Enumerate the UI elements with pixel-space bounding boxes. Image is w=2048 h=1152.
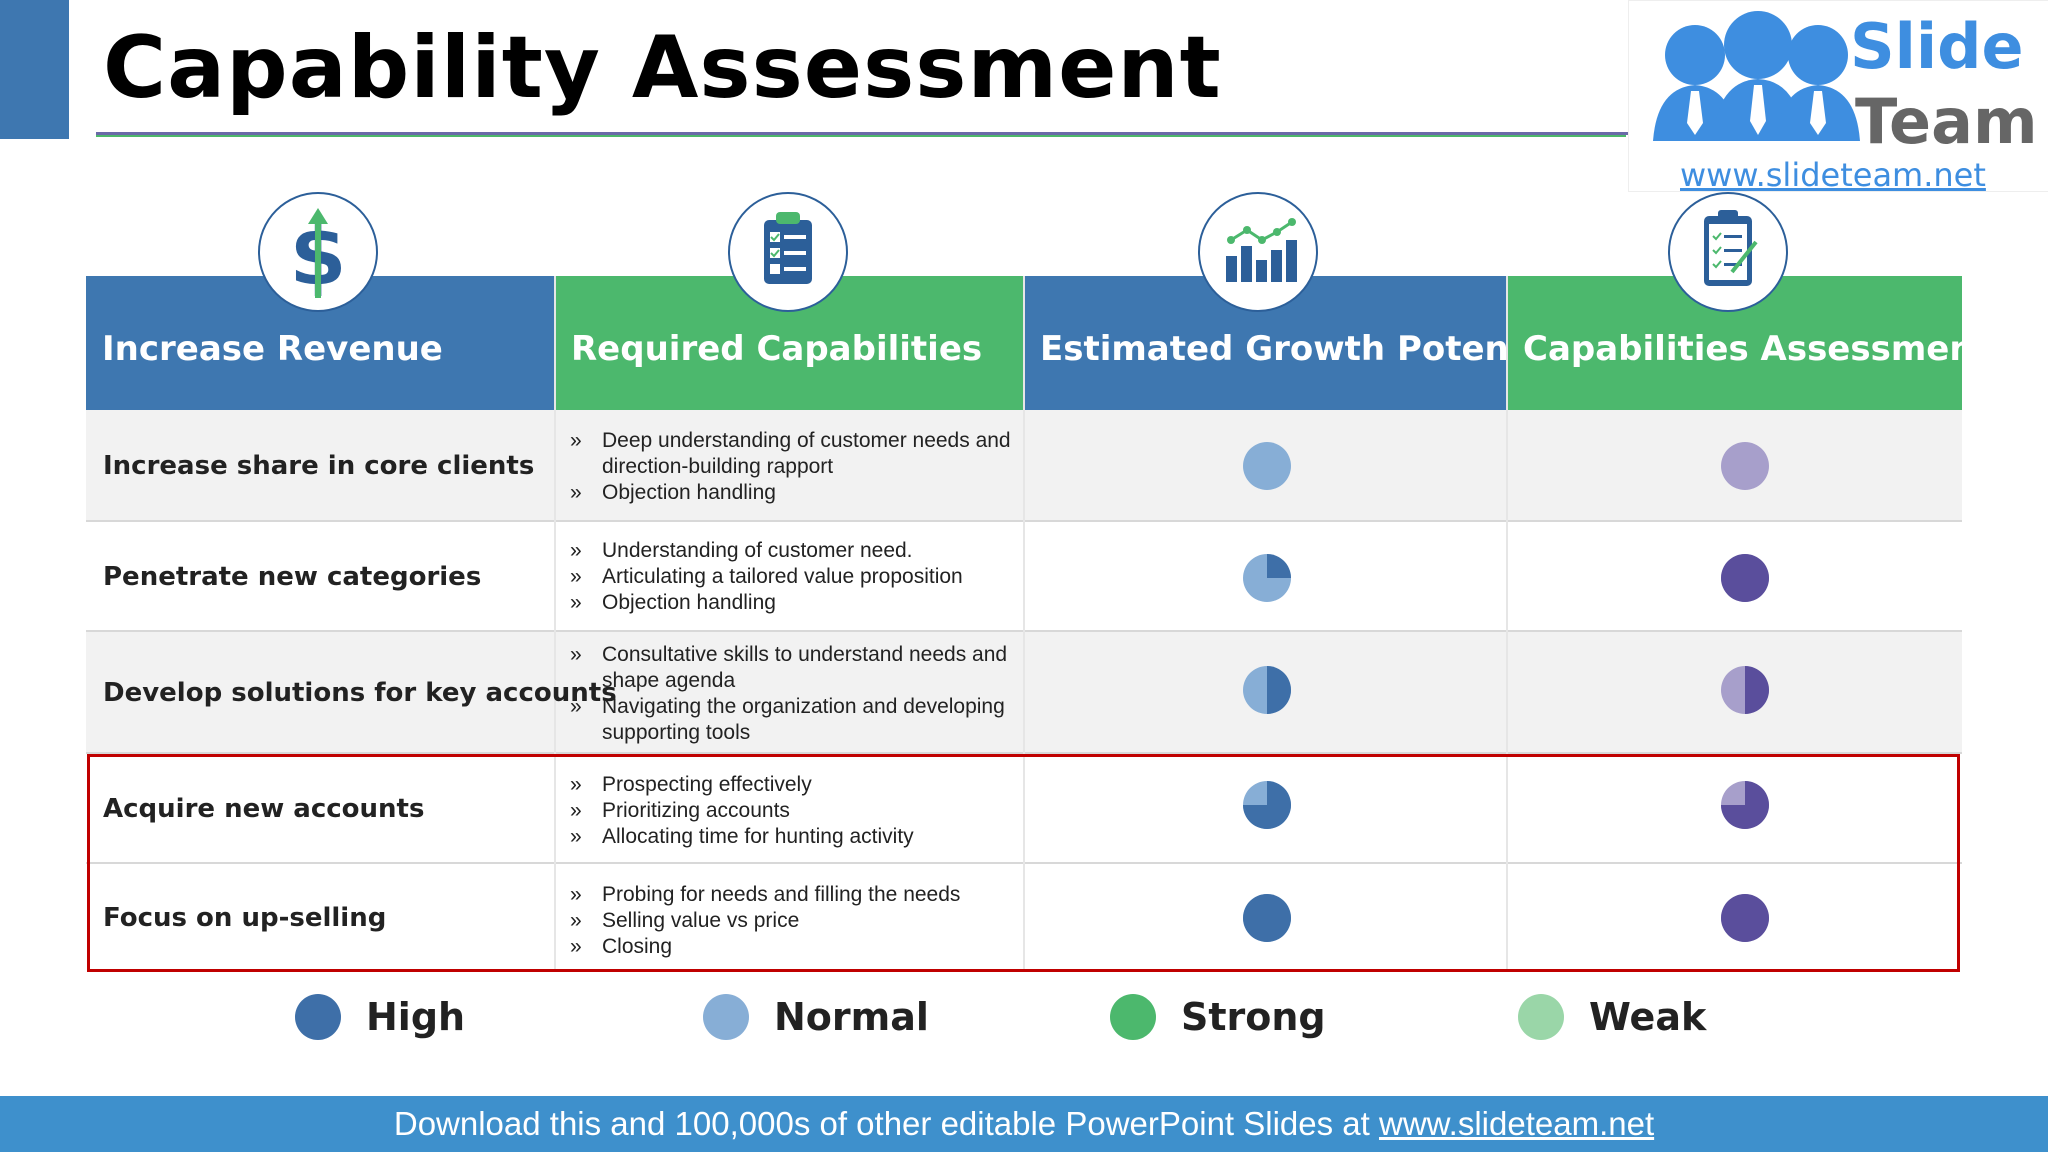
capability-list: » Consultative skills to understand needs… bbox=[570, 642, 1020, 746]
assessment-harvey-ball bbox=[1721, 442, 1769, 490]
bullet-marker: » bbox=[570, 565, 582, 588]
capability-item: » Probing for needs and filling the needs bbox=[570, 882, 1020, 908]
capability-item: » Articulating a tailored value propositi… bbox=[570, 564, 1020, 590]
slideteam-logo bbox=[1628, 0, 2048, 192]
capability-item: » Selling value vs price bbox=[570, 908, 1020, 934]
harvey-ball-fill bbox=[1243, 781, 1291, 829]
growth-harvey-ball bbox=[1243, 894, 1291, 942]
title-accent-bar bbox=[0, 0, 69, 139]
capability-text: Navigating the organization and developi… bbox=[602, 695, 1005, 744]
legend-weak-swatch bbox=[1518, 994, 1564, 1040]
bullet-marker: » bbox=[570, 481, 582, 504]
capability-list: » Probing for needs and filling the needs… bbox=[570, 882, 1020, 960]
capability-text: Allocating time for hunting activity bbox=[602, 825, 914, 848]
capability-item: » Objection handling bbox=[570, 590, 1020, 616]
assessment-harvey-ball bbox=[1721, 781, 1769, 829]
footer-banner bbox=[0, 1096, 2048, 1152]
footer-link[interactable]: www.slideteam.net bbox=[1379, 1105, 1655, 1142]
row-goal-label: Penetrate new categories bbox=[103, 562, 482, 592]
bar-chart-icon bbox=[1198, 192, 1318, 312]
capability-item: » Navigating the organization and develop… bbox=[570, 694, 1020, 746]
title-divider bbox=[96, 132, 2048, 135]
checklist-icon bbox=[1668, 192, 1788, 312]
growth-harvey-ball bbox=[1243, 442, 1291, 490]
harvey-ball-fill bbox=[1745, 666, 1769, 714]
harvey-ball-base bbox=[1243, 442, 1291, 490]
capability-item: » Allocating time for hunting activity bbox=[570, 824, 1020, 850]
capability-item: » Prioritizing accounts bbox=[570, 798, 1020, 824]
growth-harvey-ball bbox=[1243, 781, 1291, 829]
column-divider bbox=[1023, 276, 1025, 972]
title-divider-accent bbox=[96, 135, 1626, 137]
row-goal-label: Focus on up-selling bbox=[103, 903, 387, 933]
bullet-marker: » bbox=[570, 695, 582, 718]
growth-harvey-ball bbox=[1243, 666, 1291, 714]
legend-weak-label: Weak bbox=[1589, 995, 1707, 1039]
capability-text: Articulating a tailored value propositio… bbox=[602, 565, 963, 588]
capability-list: » Prospecting effectively » Prioritizing ac… bbox=[570, 772, 1020, 850]
legend-high-swatch bbox=[295, 994, 341, 1040]
logo-wordmark-slide: Slide bbox=[1850, 10, 2024, 83]
capability-text: Consultative skills to understand needs … bbox=[602, 643, 1008, 692]
harvey-ball-fill bbox=[1267, 554, 1291, 578]
harvey-ball-fill bbox=[1267, 666, 1291, 714]
legend-strong-swatch bbox=[1110, 994, 1156, 1040]
bullet-marker: » bbox=[570, 883, 582, 906]
harvey-ball-fill bbox=[1721, 554, 1769, 602]
capability-item: » Closing bbox=[570, 934, 1020, 960]
harvey-ball-fill bbox=[1243, 894, 1291, 942]
growth-harvey-ball bbox=[1243, 554, 1291, 602]
assessment-harvey-ball bbox=[1721, 894, 1769, 942]
harvey-ball-fill bbox=[1721, 781, 1769, 829]
legend-normal-swatch bbox=[703, 994, 749, 1040]
harvey-ball-fill bbox=[1721, 894, 1769, 942]
header-capabilities-assessment: Capabilities Assessment bbox=[1507, 276, 1990, 410]
capability-text: Objection handling bbox=[602, 591, 776, 614]
capability-text: Prioritizing accounts bbox=[602, 799, 790, 822]
legend-high-label: High bbox=[366, 995, 466, 1039]
highlight-box bbox=[87, 754, 1960, 972]
clipboard-list-icon bbox=[728, 192, 848, 312]
capability-list: » Understanding of customer need. » Articul… bbox=[570, 538, 1020, 616]
capability-item: » Deep understanding of customer needs an… bbox=[570, 428, 1020, 480]
column-divider bbox=[1506, 276, 1508, 972]
logo-url-link[interactable]: www.slideteam.net bbox=[1680, 156, 1986, 194]
column-divider bbox=[554, 276, 556, 972]
capability-item: » Prospecting effectively bbox=[570, 772, 1020, 798]
bullet-marker: » bbox=[570, 773, 582, 796]
assessment-harvey-ball bbox=[1721, 554, 1769, 602]
row-goal-label: Acquire new accounts bbox=[103, 794, 425, 824]
capability-text: Prospecting effectively bbox=[602, 773, 812, 796]
bullet-marker: » bbox=[570, 909, 582, 932]
slide-title: Capability Assessment bbox=[103, 18, 1222, 118]
capability-text: Objection handling bbox=[602, 481, 776, 504]
capability-text: Selling value vs price bbox=[602, 909, 800, 932]
bullet-marker: » bbox=[570, 799, 582, 822]
legend-strong-label: Strong bbox=[1181, 995, 1326, 1039]
capability-text: Probing for needs and filling the needs bbox=[602, 883, 961, 906]
legend-normal-label: Normal bbox=[774, 995, 929, 1039]
bullet-marker: » bbox=[570, 539, 582, 562]
bullet-marker: » bbox=[570, 643, 582, 666]
people-logo-icon bbox=[1653, 11, 1860, 141]
row-goal-label: Develop solutions for key accounts bbox=[103, 678, 617, 708]
footer-text: Download this and 100,000s of other edit… bbox=[393, 1105, 1655, 1142]
assessment-harvey-ball bbox=[1721, 666, 1769, 714]
capability-text: Closing bbox=[602, 935, 673, 958]
harvey-ball-base bbox=[1721, 442, 1769, 490]
bullet-marker: » bbox=[570, 429, 582, 452]
dollar-icon: $ bbox=[258, 192, 378, 312]
capability-item: » Understanding of customer need. bbox=[570, 538, 1020, 564]
capability-item: » Consultative skills to understand needs… bbox=[570, 642, 1020, 694]
logo-wordmark-team: Team bbox=[1855, 85, 2038, 158]
capability-text: Deep understanding of customer needs and… bbox=[602, 429, 1011, 478]
bullet-marker: » bbox=[570, 935, 582, 958]
bullet-marker: » bbox=[570, 825, 582, 848]
capability-item: » Objection handling bbox=[570, 480, 1020, 506]
capability-list: » Deep understanding of customer needs an… bbox=[570, 428, 1020, 506]
bullet-marker: » bbox=[570, 591, 582, 614]
capability-text: Understanding of customer need. bbox=[602, 539, 913, 562]
row-goal-label: Increase share in core clients bbox=[103, 451, 535, 481]
